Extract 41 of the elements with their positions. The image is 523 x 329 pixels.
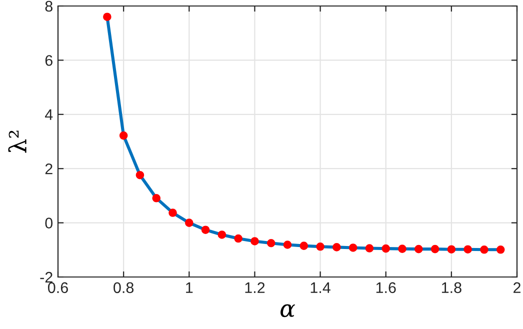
point [398, 244, 406, 253]
x-tick-label: 0.8 [114, 282, 134, 294]
y-tick-label: -2 [40, 272, 52, 283]
point [365, 244, 374, 252]
point [152, 194, 161, 202]
y-tick-label: 0 [45, 218, 53, 228]
x-tick-label: 1 [186, 282, 193, 293]
x-tick-label: 1.8 [442, 282, 462, 294]
point [414, 244, 423, 254]
x-axis-title: α [280, 304, 295, 318]
x-tick-label: 1.2 [245, 282, 265, 293]
point [316, 242, 324, 251]
point [201, 226, 210, 234]
point [250, 237, 259, 246]
y-tick-label: 8 [45, 0, 52, 12]
point [464, 245, 472, 254]
point [496, 245, 505, 254]
point [300, 242, 308, 250]
point [332, 243, 341, 252]
y-tick-label: 2 [45, 163, 52, 174]
point [184, 218, 194, 227]
point [348, 244, 358, 252]
point [447, 245, 456, 254]
y-tick-label: 6 [45, 55, 52, 66]
point [480, 245, 488, 254]
point [103, 12, 112, 21]
point [266, 238, 276, 248]
point [218, 230, 226, 239]
y-axis-title: λ² [8, 130, 26, 153]
x-tick-label: 0.6 [48, 282, 68, 294]
x-tick-label: 1.4 [310, 282, 330, 293]
point [234, 234, 242, 243]
point [136, 170, 144, 180]
point [382, 244, 390, 253]
x-tick-label: 1.6 [376, 282, 396, 294]
point [168, 208, 177, 217]
y-tick-label: 4 [44, 109, 53, 120]
point [430, 244, 440, 254]
point [119, 131, 128, 140]
point [283, 240, 292, 249]
x-tick-label: 2 [514, 282, 520, 293]
